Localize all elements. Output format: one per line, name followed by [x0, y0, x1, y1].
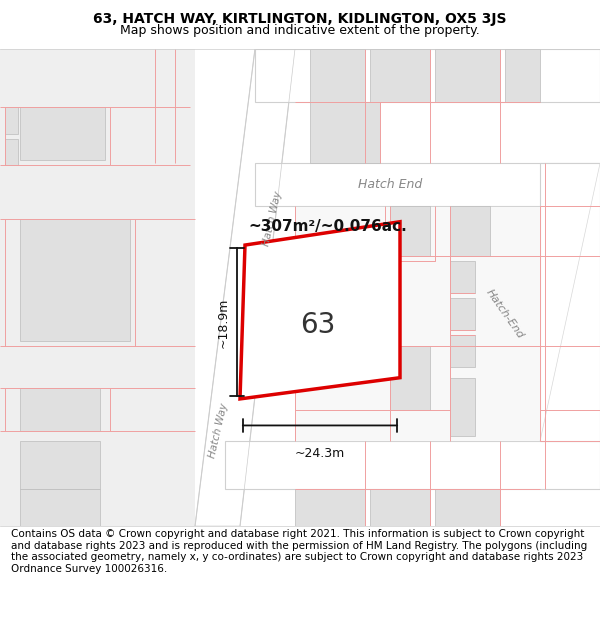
- Polygon shape: [20, 489, 100, 526]
- Polygon shape: [435, 49, 500, 102]
- Polygon shape: [390, 346, 430, 409]
- Polygon shape: [540, 163, 600, 441]
- Polygon shape: [255, 163, 600, 206]
- Text: ~307m²/~0.076ac.: ~307m²/~0.076ac.: [248, 219, 407, 234]
- Polygon shape: [370, 49, 430, 102]
- Polygon shape: [295, 489, 365, 526]
- Text: ~18.9m: ~18.9m: [217, 298, 230, 348]
- Polygon shape: [450, 298, 475, 330]
- Polygon shape: [450, 378, 475, 436]
- Polygon shape: [225, 441, 600, 489]
- Polygon shape: [20, 441, 100, 489]
- Polygon shape: [295, 206, 540, 441]
- Polygon shape: [450, 335, 475, 367]
- Polygon shape: [300, 303, 370, 378]
- Text: Map shows position and indicative extent of the property.: Map shows position and indicative extent…: [120, 24, 480, 36]
- Polygon shape: [310, 102, 380, 163]
- Polygon shape: [505, 49, 540, 102]
- Polygon shape: [20, 219, 130, 341]
- Polygon shape: [450, 206, 490, 256]
- Polygon shape: [5, 139, 18, 166]
- Text: Hatch Way: Hatch Way: [207, 402, 229, 459]
- Text: 63, HATCH WAY, KIRTLINGTON, KIDLINGTON, OX5 3JS: 63, HATCH WAY, KIRTLINGTON, KIDLINGTON, …: [93, 12, 507, 26]
- Text: ~24.3m: ~24.3m: [295, 447, 345, 459]
- Text: 63: 63: [301, 311, 335, 339]
- Polygon shape: [255, 49, 600, 102]
- Polygon shape: [310, 49, 365, 102]
- Polygon shape: [390, 206, 430, 256]
- Text: Hatch Way: Hatch Way: [261, 190, 283, 247]
- Polygon shape: [435, 489, 500, 526]
- Polygon shape: [5, 107, 18, 134]
- Text: Hatch End: Hatch End: [358, 178, 422, 191]
- Text: Hatch-End: Hatch-End: [484, 288, 526, 341]
- Polygon shape: [20, 107, 105, 160]
- Polygon shape: [370, 489, 430, 526]
- Polygon shape: [450, 261, 475, 292]
- Polygon shape: [195, 49, 295, 526]
- Text: Contains OS data © Crown copyright and database right 2021. This information is : Contains OS data © Crown copyright and d…: [11, 529, 587, 574]
- Polygon shape: [300, 256, 365, 330]
- Polygon shape: [240, 222, 400, 399]
- Polygon shape: [20, 388, 100, 431]
- Polygon shape: [0, 49, 195, 526]
